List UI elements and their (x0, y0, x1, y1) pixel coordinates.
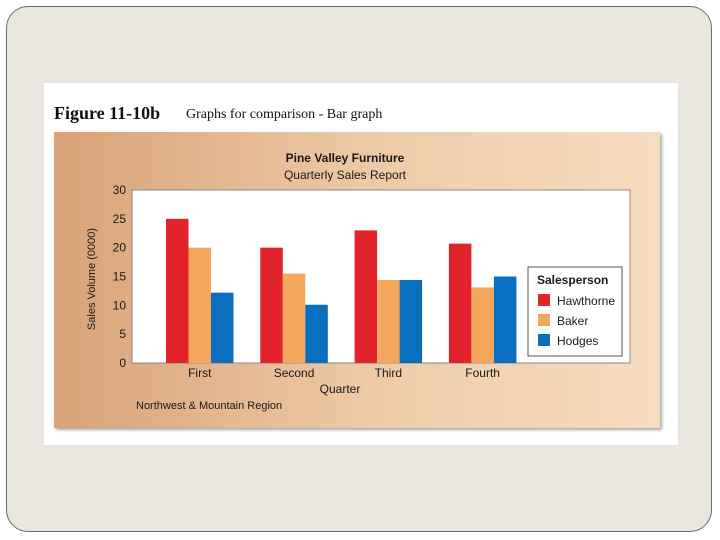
y-axis-label: Sales Volume (0000) (86, 228, 98, 330)
bar-hawthorne-second (260, 247, 283, 363)
x-tick-label: Fourth (465, 366, 500, 380)
x-axis-label: Quarter (320, 382, 361, 396)
x-tick-label: First (188, 366, 212, 380)
y-tick-label: 5 (119, 327, 126, 341)
legend-swatch-hodges (538, 334, 550, 346)
y-tick-label: 15 (113, 270, 127, 284)
x-tick-label: Third (375, 366, 402, 380)
figure-label: Figure 11-10b (54, 103, 161, 123)
legend-label-baker: Baker (557, 314, 588, 328)
y-tick-label: 10 (113, 298, 127, 312)
bar-hodges-fourth (493, 276, 517, 363)
bar-hawthorne-first (166, 218, 189, 363)
bar-hodges-second (305, 304, 328, 363)
bar-hawthorne-third (354, 230, 378, 363)
bar-hodges-third (399, 279, 423, 363)
bar-baker-fourth (471, 287, 494, 363)
legend-label-hodges: Hodges (557, 334, 598, 348)
legend-label-hawthorne: Hawthorne (557, 294, 615, 308)
bar-baker-second (282, 273, 306, 363)
bar-hodges-first (211, 292, 234, 363)
y-tick-label: 20 (113, 241, 127, 255)
y-tick-label: 0 (119, 356, 126, 370)
chart-subtitle: Quarterly Sales Report (284, 168, 407, 182)
bar-hawthorne-fourth (448, 243, 472, 363)
x-tick-label: Second (274, 366, 315, 380)
chart-footnote: Northwest & Mountain Region (136, 400, 282, 412)
bar-baker-third (377, 279, 400, 363)
legend-title: Salesperson (537, 273, 608, 287)
legend: Salesperson Hawthorne Baker Hodges (527, 266, 623, 357)
figure-caption: Graphs for comparison - Bar graph (186, 107, 383, 122)
legend-swatch-baker (538, 314, 550, 326)
y-tick-label: 25 (113, 212, 127, 226)
chart-title: Pine Valley Furniture (286, 151, 405, 165)
y-tick-label: 30 (113, 183, 127, 197)
legend-swatch-hawthorne (538, 294, 550, 306)
bar-baker-first (188, 247, 211, 363)
